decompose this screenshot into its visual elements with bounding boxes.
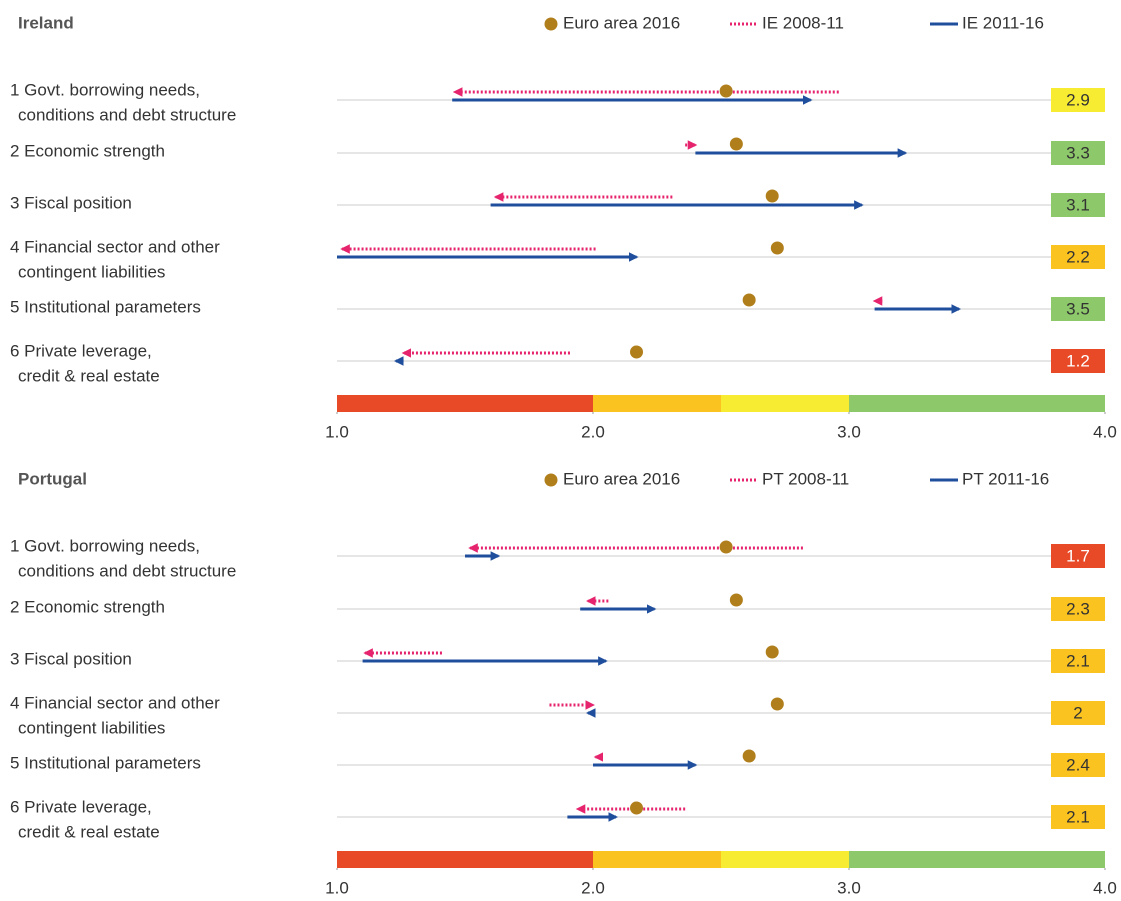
score-box bbox=[1051, 245, 1105, 269]
scale-band bbox=[337, 851, 593, 868]
row-label: credit & real estate bbox=[18, 822, 160, 841]
x-tick-label: 1.0 bbox=[325, 422, 349, 441]
score-label: 2.4 bbox=[1066, 755, 1090, 774]
score-label: 1.2 bbox=[1066, 351, 1090, 370]
euro-area-dot bbox=[742, 749, 756, 763]
row-label: 6 Private leverage, bbox=[10, 341, 152, 360]
row-label: 1 Govt. borrowing needs, bbox=[10, 80, 200, 99]
score-label: 2 bbox=[1073, 703, 1082, 722]
row-label: 6 Private leverage, bbox=[10, 797, 152, 816]
score-box bbox=[1051, 597, 1105, 621]
x-tick-label: 3.0 bbox=[837, 878, 861, 896]
score-box bbox=[1051, 753, 1105, 777]
score-box bbox=[1051, 141, 1105, 165]
legend-label: PT 2008-11 bbox=[762, 469, 849, 488]
x-tick-label: 3.0 bbox=[837, 422, 861, 441]
legend-label: IE 2008-11 bbox=[762, 13, 844, 32]
euro-area-dot bbox=[719, 84, 733, 98]
x-tick-label: 2.0 bbox=[581, 878, 605, 896]
row-label: conditions and debt structure bbox=[18, 105, 236, 124]
panel-title: Ireland bbox=[18, 13, 74, 32]
euro-area-dot bbox=[729, 593, 743, 607]
row-label: 4 Financial sector and other bbox=[10, 693, 220, 712]
score-label: 2.9 bbox=[1066, 90, 1090, 109]
euro-area-dot bbox=[765, 189, 779, 203]
score-box bbox=[1051, 701, 1105, 725]
euro-area-dot bbox=[630, 801, 644, 815]
row-label: 1 Govt. borrowing needs, bbox=[10, 536, 200, 555]
row-label: contingent liabilities bbox=[18, 718, 165, 737]
euro-area-dot bbox=[770, 241, 784, 255]
scale-band bbox=[337, 395, 593, 412]
euro-area-dot bbox=[630, 345, 644, 359]
euro-area-dot bbox=[765, 645, 779, 659]
x-tick-label: 1.0 bbox=[325, 878, 349, 896]
row-label: credit & real estate bbox=[18, 366, 160, 385]
legend-label: Euro area 2016 bbox=[563, 13, 680, 32]
scale-band bbox=[721, 395, 849, 412]
score-label: 3.1 bbox=[1066, 195, 1090, 214]
legend-dot bbox=[544, 473, 558, 487]
row-label: 2 Economic strength bbox=[10, 597, 165, 616]
legend-label: IE 2011-16 bbox=[962, 13, 1044, 32]
legend-label: PT 2011-16 bbox=[962, 469, 1049, 488]
score-box bbox=[1051, 88, 1105, 112]
row-label: 4 Financial sector and other bbox=[10, 237, 220, 256]
score-label: 2.3 bbox=[1066, 599, 1090, 618]
score-label: 3.3 bbox=[1066, 143, 1090, 162]
score-box bbox=[1051, 649, 1105, 673]
scale-band bbox=[721, 851, 849, 868]
score-label: 2.2 bbox=[1066, 247, 1090, 266]
score-label: 2.1 bbox=[1066, 807, 1090, 826]
score-label: 1.7 bbox=[1066, 546, 1090, 565]
scale-band bbox=[593, 851, 721, 868]
score-box bbox=[1051, 349, 1105, 373]
euro-area-dot bbox=[719, 540, 733, 554]
x-tick-label: 4.0 bbox=[1093, 422, 1117, 441]
x-tick-label: 2.0 bbox=[581, 422, 605, 441]
row-label: contingent liabilities bbox=[18, 262, 165, 281]
scale-band bbox=[849, 395, 1105, 412]
x-tick-label: 4.0 bbox=[1093, 878, 1117, 896]
panel-title: Portugal bbox=[18, 469, 87, 488]
score-box bbox=[1051, 805, 1105, 829]
row-label: 2 Economic strength bbox=[10, 141, 165, 160]
row-label: 3 Fiscal position bbox=[10, 193, 132, 212]
euro-area-dot bbox=[770, 697, 784, 711]
score-box bbox=[1051, 544, 1105, 568]
score-label: 3.5 bbox=[1066, 299, 1090, 318]
legend-label: Euro area 2016 bbox=[563, 469, 680, 488]
row-label: conditions and debt structure bbox=[18, 561, 236, 580]
row-label: 5 Institutional parameters bbox=[10, 753, 201, 772]
euro-area-dot bbox=[742, 293, 756, 307]
score-box bbox=[1051, 297, 1105, 321]
row-label: 5 Institutional parameters bbox=[10, 297, 201, 316]
euro-area-dot bbox=[729, 137, 743, 151]
scale-band bbox=[849, 851, 1105, 868]
row-label: 3 Fiscal position bbox=[10, 649, 132, 668]
score-box bbox=[1051, 193, 1105, 217]
score-label: 2.1 bbox=[1066, 651, 1090, 670]
legend-dot bbox=[544, 17, 558, 31]
scale-band bbox=[593, 395, 721, 412]
